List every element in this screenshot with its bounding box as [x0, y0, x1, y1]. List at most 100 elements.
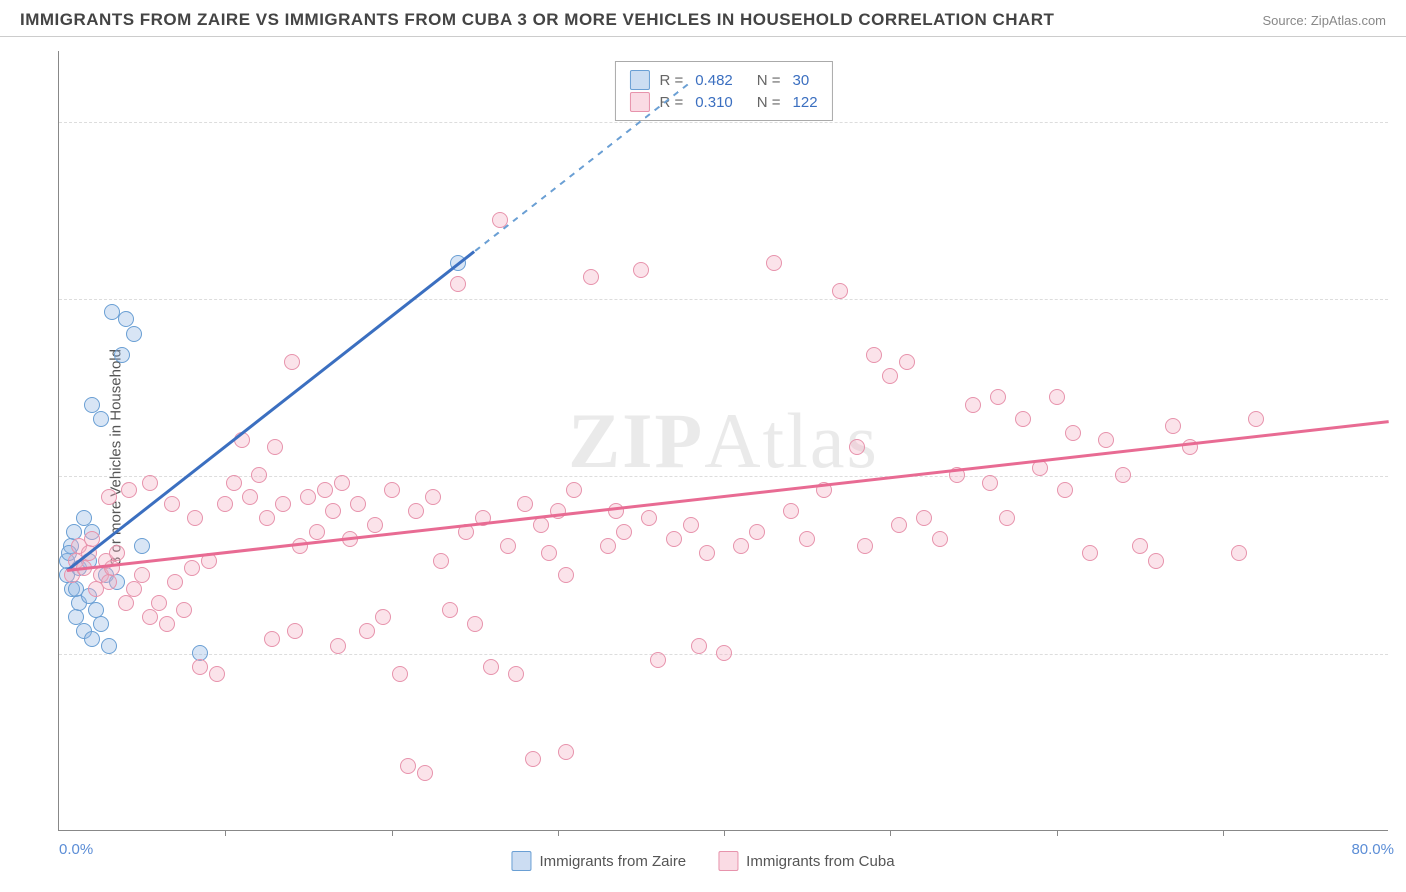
scatter-point: [121, 482, 137, 498]
trend-line: [474, 80, 691, 250]
scatter-point: [541, 545, 557, 561]
trend-line: [67, 420, 1389, 571]
x-axis-tick-end: 80.0%: [1351, 841, 1394, 858]
scatter-point: [1148, 553, 1164, 569]
scatter-point: [300, 489, 316, 505]
scatter-point: [226, 475, 242, 491]
scatter-point: [417, 765, 433, 781]
stat-r-value: 0.310: [695, 94, 733, 111]
scatter-point: [425, 489, 441, 505]
scatter-point: [1015, 411, 1031, 427]
scatter-point: [783, 503, 799, 519]
scatter-point: [1115, 467, 1131, 483]
scatter-point: [142, 609, 158, 625]
scatter-point: [558, 567, 574, 583]
scatter-point: [142, 475, 158, 491]
x-axis-tick-mark: [890, 830, 891, 836]
y-axis-tick-label: 50.0%: [1396, 113, 1406, 130]
scatter-point: [641, 510, 657, 526]
scatter-point: [699, 545, 715, 561]
scatter-point: [400, 758, 416, 774]
x-axis-tick-origin: 0.0%: [59, 841, 93, 858]
scatter-point: [749, 524, 765, 540]
scatter-point: [1132, 538, 1148, 554]
scatter-point: [126, 326, 142, 342]
scatter-point: [134, 567, 150, 583]
stat-n-value: 30: [793, 72, 810, 89]
scatter-point: [93, 616, 109, 632]
scatter-point: [184, 560, 200, 576]
scatter-point: [1065, 425, 1081, 441]
scatter-point: [616, 524, 632, 540]
scatter-point: [317, 482, 333, 498]
scatter-point: [408, 503, 424, 519]
scatter-point: [287, 623, 303, 639]
scatter-point: [93, 411, 109, 427]
scatter-point: [264, 631, 280, 647]
stat-r-label: R =: [659, 72, 683, 89]
scatter-point: [733, 538, 749, 554]
scatter-point: [857, 538, 873, 554]
legend-label: Immigrants from Cuba: [746, 853, 894, 870]
scatter-point: [392, 666, 408, 682]
scatter-point: [1248, 411, 1264, 427]
scatter-point: [217, 496, 233, 512]
scatter-point: [558, 744, 574, 760]
legend-item: Immigrants from Cuba: [718, 851, 894, 871]
scatter-point: [114, 347, 130, 363]
y-axis-tick-label: 25.0%: [1396, 468, 1406, 485]
scatter-point: [691, 638, 707, 654]
scatter-point: [259, 510, 275, 526]
scatter-point: [916, 510, 932, 526]
scatter-point: [176, 602, 192, 618]
x-axis-tick-mark: [1223, 830, 1224, 836]
scatter-point: [384, 482, 400, 498]
y-axis-tick-label: 12.5%: [1396, 645, 1406, 662]
scatter-point: [109, 545, 125, 561]
legend-label: Immigrants from Zaire: [539, 853, 686, 870]
scatter-point: [159, 616, 175, 632]
scatter-point: [932, 531, 948, 547]
x-axis-tick-mark: [392, 830, 393, 836]
stat-r-value: 0.482: [695, 72, 733, 89]
scatter-point: [284, 354, 300, 370]
scatter-point: [1049, 389, 1065, 405]
scatter-point: [467, 616, 483, 632]
scatter-point: [483, 659, 499, 675]
scatter-point: [882, 368, 898, 384]
scatter-point: [500, 538, 516, 554]
legend-swatch: [629, 70, 649, 90]
x-axis-tick-mark: [225, 830, 226, 836]
scatter-point: [442, 602, 458, 618]
scatter-point: [650, 652, 666, 668]
scatter-point: [600, 538, 616, 554]
scatter-point: [359, 623, 375, 639]
scatter-point: [101, 638, 117, 654]
scatter-point: [633, 262, 649, 278]
scatter-point: [242, 489, 258, 505]
scatter-point: [101, 574, 117, 590]
scatter-point: [350, 496, 366, 512]
legend-swatch: [511, 851, 531, 871]
scatter-point: [891, 517, 907, 533]
scatter-point: [517, 496, 533, 512]
scatter-point: [104, 560, 120, 576]
y-axis-tick-label: 37.5%: [1396, 291, 1406, 308]
scatter-point: [450, 276, 466, 292]
scatter-point: [866, 347, 882, 363]
chart-title: IMMIGRANTS FROM ZAIRE VS IMMIGRANTS FROM…: [20, 10, 1054, 30]
scatter-point: [1098, 432, 1114, 448]
scatter-point: [716, 645, 732, 661]
scatter-point: [1165, 418, 1181, 434]
scatter-point: [1082, 545, 1098, 561]
scatter-point: [1231, 545, 1247, 561]
scatter-point: [275, 496, 291, 512]
stat-n-value: 122: [793, 94, 818, 111]
scatter-point: [151, 595, 167, 611]
scatter-point: [832, 283, 848, 299]
legend-swatch: [718, 851, 738, 871]
scatter-point: [965, 397, 981, 413]
plot-region: ZIPAtlas R =0.482N =30R =0.310N =122 0.0…: [58, 51, 1388, 831]
scatter-point: [118, 595, 134, 611]
scatter-point: [666, 531, 682, 547]
